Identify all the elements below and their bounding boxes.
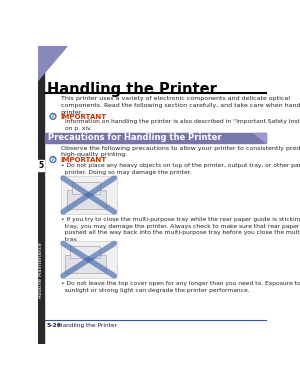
Text: 5-26: 5-26 xyxy=(47,323,62,328)
Text: This printer uses a variety of electronic components and delicate optical
compon: This printer uses a variety of electroni… xyxy=(61,96,300,115)
Bar xyxy=(38,46,44,344)
Bar xyxy=(61,176,117,214)
Polygon shape xyxy=(254,132,266,142)
Text: Observe the following precautions to allow your printer to consistently produce
: Observe the following precautions to all… xyxy=(61,146,300,157)
Text: Information on handling the printer is also described in “Important Safety Instr: Information on handling the printer is a… xyxy=(65,120,300,131)
Bar xyxy=(38,160,44,171)
Polygon shape xyxy=(38,46,67,81)
Text: Precautions for Handling the Printer: Precautions for Handling the Printer xyxy=(48,133,222,142)
Text: Handling the Printer: Handling the Printer xyxy=(58,323,117,328)
Text: IMPORTANT: IMPORTANT xyxy=(61,157,107,163)
Bar xyxy=(61,241,117,278)
Text: • If you try to close the multi-purpose tray while the rear paper guide is stick: • If you try to close the multi-purpose … xyxy=(61,217,300,242)
Bar xyxy=(70,246,100,258)
Text: • Do not leave the top cover open for any longer than you need to. Exposure to d: • Do not leave the top cover open for an… xyxy=(61,281,300,293)
Text: • Do not place any heavy objects on top of the printer, output tray, or other pa: • Do not place any heavy objects on top … xyxy=(61,163,300,175)
Text: i: i xyxy=(52,114,54,119)
Text: i: i xyxy=(52,157,54,162)
Bar xyxy=(72,182,100,194)
Text: Routine Maintenance: Routine Maintenance xyxy=(38,242,43,298)
Bar xyxy=(45,132,266,142)
Text: Handling the Printer: Handling the Printer xyxy=(47,82,217,97)
Text: IMPORTANT: IMPORTANT xyxy=(61,114,107,120)
Text: 5: 5 xyxy=(38,161,43,170)
Bar xyxy=(67,190,106,209)
Bar xyxy=(65,255,106,273)
